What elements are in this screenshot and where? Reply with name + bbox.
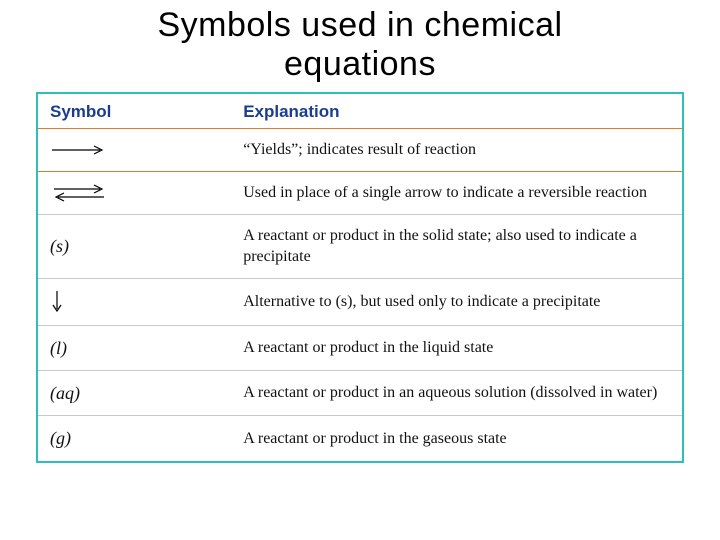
- table-row: (aq) A reactant or product in an aqueous…: [38, 371, 682, 416]
- symbol-text: (aq): [50, 383, 80, 403]
- table-row: Alternative to (s), but used only to ind…: [38, 278, 682, 325]
- slide: Symbols used in chemical equations Symbo…: [0, 0, 720, 540]
- title-line-1: Symbols used in chemical: [157, 6, 562, 44]
- title-line-2: equations: [284, 45, 436, 83]
- col-header-explanation: Explanation: [231, 94, 682, 129]
- symbol-cell: (l): [38, 325, 231, 370]
- symbol-text: (s): [50, 236, 69, 256]
- arrow-right-icon: [50, 143, 108, 157]
- table-row: Used in place of a single arrow to indic…: [38, 171, 682, 214]
- explanation-cell: A reactant or product in an aqueous solu…: [231, 371, 682, 416]
- symbol-text: (g): [50, 428, 71, 448]
- table-header-row: Symbol Explanation: [38, 94, 682, 129]
- symbol-cell: (g): [38, 416, 231, 461]
- col-header-symbol: Symbol: [38, 94, 231, 129]
- symbols-table-container: Symbol Explanation “Yields”; indicates r…: [36, 92, 684, 463]
- page-title: Symbols used in chemical equations: [0, 0, 720, 84]
- arrow-down-icon: [50, 289, 64, 315]
- arrow-reversible-icon: [50, 182, 108, 204]
- symbol-cell: [38, 171, 231, 214]
- explanation-cell: Alternative to (s), but used only to ind…: [231, 278, 682, 325]
- table-row: (s) A reactant or product in the solid s…: [38, 214, 682, 278]
- table-row: “Yields”; indicates result of reaction: [38, 129, 682, 172]
- table-row: (g) A reactant or product in the gaseous…: [38, 416, 682, 461]
- explanation-cell: A reactant or product in the liquid stat…: [231, 325, 682, 370]
- symbols-table: Symbol Explanation “Yields”; indicates r…: [38, 94, 682, 461]
- symbol-cell: (aq): [38, 371, 231, 416]
- table-row: (l) A reactant or product in the liquid …: [38, 325, 682, 370]
- symbol-cell: (s): [38, 214, 231, 278]
- explanation-cell: Used in place of a single arrow to indic…: [231, 171, 682, 214]
- symbol-cell: [38, 278, 231, 325]
- symbol-text: (l): [50, 338, 67, 358]
- explanation-cell: A reactant or product in the gaseous sta…: [231, 416, 682, 461]
- symbol-cell: [38, 129, 231, 172]
- explanation-cell: “Yields”; indicates result of reaction: [231, 129, 682, 172]
- explanation-cell: A reactant or product in the solid state…: [231, 214, 682, 278]
